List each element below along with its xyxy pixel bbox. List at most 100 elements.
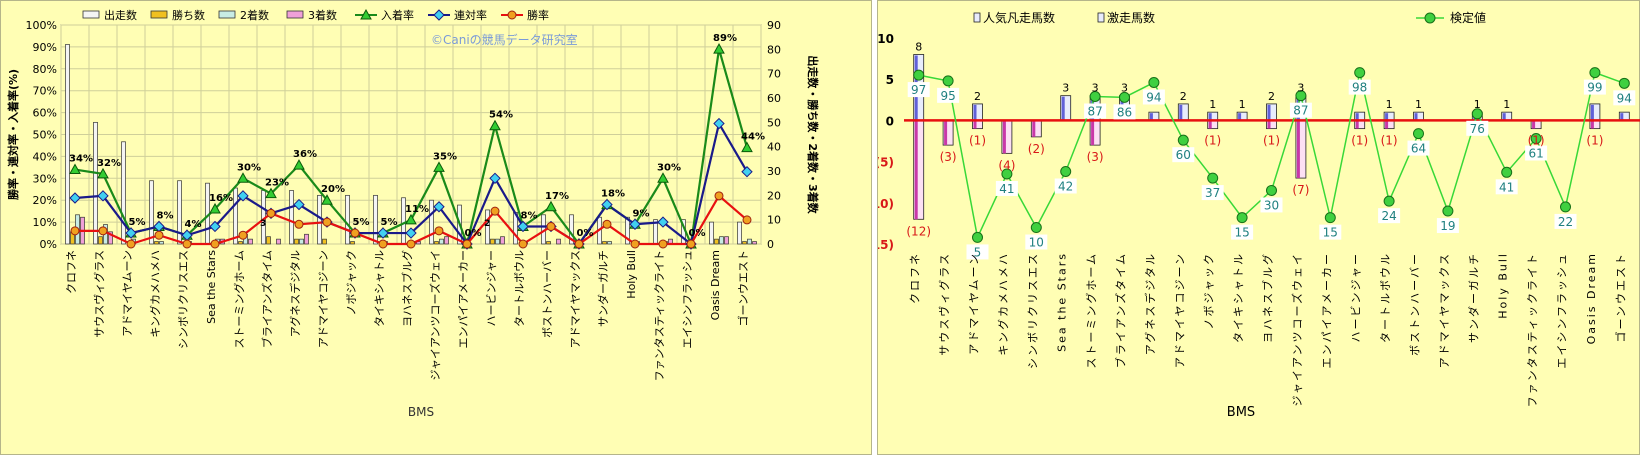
marker-勝率 — [630, 239, 640, 249]
left-tick-label: 50% — [33, 129, 57, 142]
pct-data-label: 4% — [185, 219, 202, 230]
legend-swatch-2着数 — [218, 10, 236, 19]
marker-勝率 — [742, 215, 752, 225]
legend-marker-kentei — [1424, 12, 1436, 24]
kentei-marker — [1030, 222, 1042, 234]
bar-勝ち数 — [742, 241, 747, 245]
bonso-bar-shade — [914, 120, 918, 220]
bonso-bar-shade — [1355, 120, 1359, 129]
left-tick-label: 90% — [33, 41, 57, 54]
bar-勝ち数 — [154, 241, 159, 245]
gekiso-bar-shade — [1238, 113, 1242, 121]
kentei-label: 97 — [911, 83, 926, 97]
category-label: サウスヴィグラス — [937, 252, 951, 356]
kentei-label: 41 — [1499, 180, 1514, 194]
category-label: アグネスデジタル — [288, 250, 302, 337]
marker-連対率 — [517, 220, 529, 233]
kentei-label-bg — [1289, 102, 1312, 118]
bonso-bar-shade — [1002, 120, 1006, 154]
kentei-label: 15 — [1234, 226, 1249, 240]
bar-出走数 — [737, 221, 742, 245]
bar-出走数 — [177, 180, 182, 245]
kentei-label-bg — [1201, 185, 1224, 201]
category-label: Holy Bull — [625, 250, 638, 299]
count-data-label: 2 — [484, 219, 490, 229]
left-tick-label: 10% — [33, 216, 57, 229]
marker-勝率 — [210, 239, 220, 249]
pct-data-label: 0% — [689, 228, 706, 239]
legend-marker-入着率 — [360, 8, 372, 20]
right-tick-label: 80 — [767, 43, 781, 56]
kentei-label-bg — [1583, 79, 1606, 95]
pct-data-label: 23% — [265, 178, 289, 189]
gekiso-bar-shade — [1208, 113, 1212, 121]
category-label: ストーミングホーム — [232, 250, 246, 349]
kentei-label-bg — [1348, 79, 1371, 95]
marker-勝率 — [350, 228, 360, 238]
gekiso-bar-shade — [1414, 113, 1418, 121]
x-axis-title: BMS — [408, 405, 434, 419]
marker-勝率 — [294, 219, 304, 229]
legend-label: 入着率 — [381, 8, 414, 22]
legend-label: 出走数 — [104, 8, 137, 22]
bonso-label: (1) — [1351, 134, 1368, 148]
bonso-label: (4) — [998, 158, 1015, 172]
category-label: ヨハネスブルグ — [400, 250, 414, 327]
right-tick-label: 90 — [767, 19, 781, 32]
category-label: ヨハネスブルグ — [1261, 252, 1275, 343]
bar-勝ち数 — [322, 238, 327, 245]
kentei-marker — [1501, 166, 1513, 178]
pct-data-label: 44% — [741, 132, 765, 143]
left-tick-label: 0% — [40, 238, 57, 251]
bar-勝ち数 — [546, 241, 551, 245]
category-label: エンパイアメーカー — [1320, 252, 1333, 368]
marker-勝率 — [686, 239, 696, 249]
kentei-label-bg — [1525, 145, 1548, 161]
category-label: キングカメハメハ — [996, 252, 1010, 356]
right-chart-panel: 10 5 0 (5) (10) (15) 97 95 5 41 10 42 87 86 94 60 37 15 30… — [877, 0, 1640, 455]
pct-data-label: 9% — [633, 208, 650, 219]
kentei-label: 94 — [1617, 91, 1632, 105]
gekiso-label: 1 — [1474, 98, 1481, 111]
category-label: ブライアンズタイム — [260, 250, 274, 348]
legend-label: 検定値 — [1450, 10, 1486, 25]
kentei-marker — [1442, 205, 1454, 217]
right-tick-label: 20 — [767, 189, 781, 202]
kentei-label-bg — [907, 82, 930, 98]
bar-出走数 — [569, 214, 574, 245]
gekiso-label: 1 — [1386, 98, 1393, 111]
kentei-label: 22 — [1558, 215, 1573, 229]
category-label: ボストンハーバー — [1409, 252, 1422, 356]
marker-入着率 — [489, 119, 501, 131]
legend-swatch-出走数 — [82, 10, 100, 19]
kentei-label-bg — [1436, 218, 1459, 234]
bonso-label: (1) — [1528, 134, 1545, 148]
marker-連対率 — [237, 190, 249, 202]
marker-勝率 — [406, 239, 416, 249]
category-label: ゴーンウエスト — [1613, 252, 1627, 342]
bonso-label: (1) — [1204, 134, 1221, 148]
kentei-label: 87 — [1293, 104, 1308, 118]
bar-出走数 — [429, 199, 434, 245]
category-label: Oasis Dream — [1585, 252, 1598, 344]
left-tick-label: 70% — [33, 85, 57, 98]
kentei-label-bg — [1378, 208, 1401, 224]
category-label: アドマイヤコジーン — [1173, 252, 1186, 368]
marker-連対率 — [489, 172, 501, 185]
marker-勝率 — [434, 226, 444, 236]
bar-勝ち数 — [602, 241, 607, 245]
bar-2着数 — [299, 238, 304, 245]
kentei-label-bg — [1613, 90, 1636, 106]
gekiso-bar-shade — [1590, 104, 1594, 121]
kentei-marker — [913, 69, 925, 81]
kentei-label-bg — [1319, 224, 1342, 240]
bonso-bar-shade — [1590, 120, 1594, 129]
bar-出走数 — [121, 141, 126, 245]
kentei-marker — [1089, 91, 1101, 103]
category-label: エンパイアメーカー — [457, 250, 470, 348]
kentei-marker — [1383, 195, 1395, 207]
bar-3着数 — [500, 236, 505, 245]
marker-連対率 — [629, 218, 641, 230]
left-tick-label: 100% — [26, 19, 57, 32]
marker-連対率 — [741, 166, 753, 178]
